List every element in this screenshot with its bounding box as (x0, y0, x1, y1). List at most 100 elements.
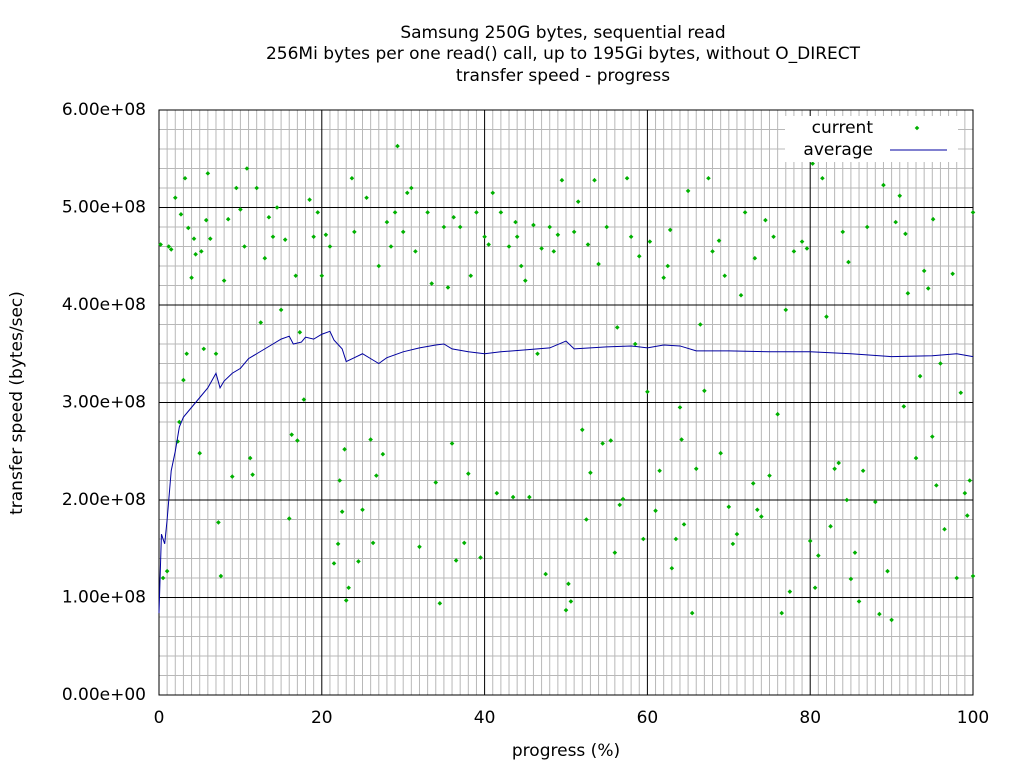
chart-title: 256Mi bytes per one read() call, up to 1… (266, 44, 861, 64)
point (370, 540, 376, 546)
point (270, 234, 276, 240)
point (645, 389, 650, 395)
point (836, 460, 841, 466)
x-tick-label: 100 (957, 708, 989, 728)
point (404, 190, 410, 196)
point (413, 249, 418, 254)
point (258, 320, 264, 325)
point (186, 225, 191, 231)
point (181, 377, 186, 383)
point (319, 273, 325, 279)
point (160, 575, 166, 581)
point (600, 441, 605, 446)
point (710, 249, 715, 254)
point (395, 143, 400, 149)
point (938, 361, 943, 366)
point (667, 227, 673, 233)
point (604, 224, 609, 230)
point (199, 249, 204, 254)
point (425, 210, 430, 215)
point (201, 346, 207, 352)
point (677, 405, 683, 410)
point (617, 502, 623, 508)
point (218, 573, 224, 579)
point (466, 471, 471, 476)
point (779, 610, 785, 616)
point (388, 244, 394, 249)
point (905, 291, 911, 296)
point (563, 607, 569, 613)
point (175, 439, 181, 444)
legend-label: average (803, 140, 873, 160)
point (331, 561, 337, 566)
point (889, 617, 894, 623)
point (400, 229, 406, 235)
point (433, 480, 439, 485)
point (628, 234, 634, 240)
point (527, 494, 532, 500)
point (368, 437, 373, 442)
y-tick-label: 2.00e+08 (62, 490, 146, 510)
point (706, 175, 711, 181)
point (178, 212, 184, 217)
point (665, 263, 671, 269)
point (575, 199, 581, 204)
point (669, 565, 675, 571)
point (820, 175, 825, 181)
point (954, 575, 960, 581)
point (925, 286, 931, 291)
point (588, 470, 593, 475)
point (166, 244, 172, 249)
point (726, 504, 732, 510)
y-tick-label: 0.00e+00 (62, 685, 146, 705)
point (247, 455, 253, 461)
point (250, 472, 255, 477)
point (244, 166, 250, 171)
point (848, 576, 854, 582)
point (445, 285, 451, 290)
point (392, 210, 398, 215)
point (262, 255, 268, 261)
point (722, 273, 728, 279)
point (229, 474, 235, 479)
point (514, 234, 520, 240)
line (158, 330, 974, 614)
point (750, 481, 756, 486)
point (184, 351, 189, 357)
point (913, 455, 919, 461)
point (856, 599, 862, 604)
point (840, 229, 846, 235)
point (242, 244, 247, 249)
point (205, 171, 211, 176)
point (193, 252, 198, 257)
point (293, 273, 299, 279)
point (335, 541, 341, 547)
point (689, 610, 695, 616)
point (203, 217, 209, 223)
point (478, 555, 483, 560)
y-axis-label: transfer speed (bytes/sec) (7, 291, 27, 515)
point (301, 397, 307, 402)
point (816, 553, 821, 558)
point (278, 307, 284, 313)
point (451, 214, 456, 220)
point (453, 558, 459, 563)
point (461, 540, 467, 546)
point (799, 239, 805, 244)
point (513, 219, 518, 225)
point (585, 242, 591, 247)
point (311, 234, 316, 240)
point (681, 522, 687, 527)
point (930, 434, 935, 439)
point (384, 219, 390, 225)
point (807, 538, 813, 544)
point (189, 275, 194, 280)
point (930, 216, 936, 222)
point (917, 373, 923, 379)
point (409, 185, 414, 191)
point (225, 216, 231, 222)
point (364, 195, 369, 201)
point (970, 573, 976, 579)
point (730, 541, 736, 547)
point (207, 236, 213, 241)
